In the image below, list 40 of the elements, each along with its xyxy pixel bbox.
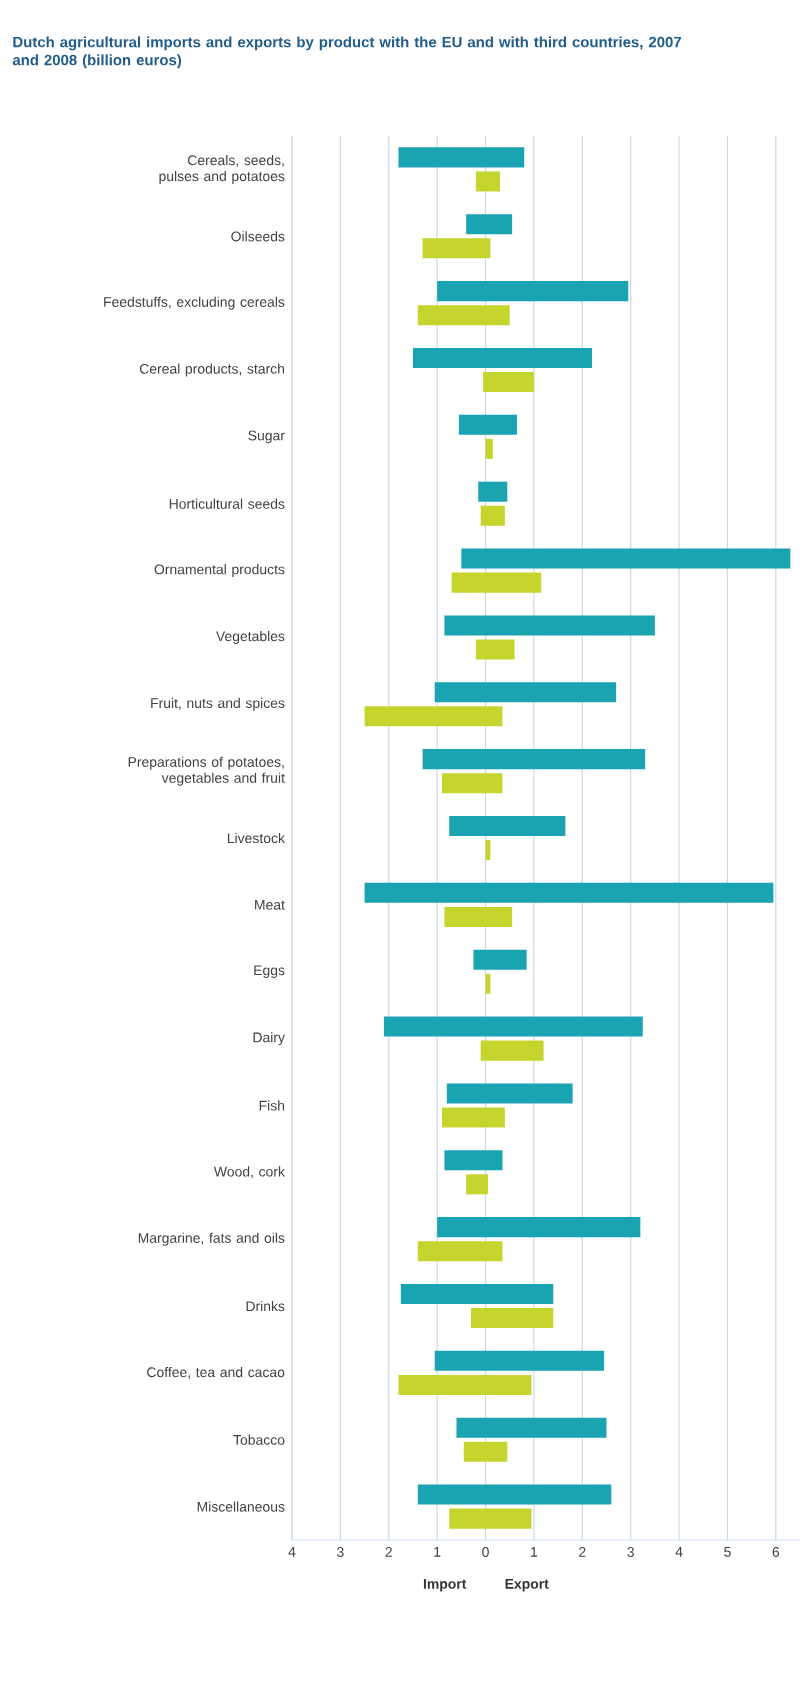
bar [480,505,505,526]
bar [480,1040,544,1061]
bar [364,882,774,903]
bar [471,1308,554,1329]
bar [412,347,592,368]
bar [441,773,503,794]
bar [437,1217,641,1238]
bar [364,706,503,727]
bar [400,1283,554,1305]
bar [434,1350,605,1371]
bar [444,615,655,636]
bar [449,815,566,837]
bar [437,281,629,302]
bar [422,749,646,770]
bar [466,214,513,235]
bar [451,572,542,593]
bar [417,1241,503,1262]
bar [449,1508,532,1529]
bar [444,1150,503,1171]
bar [417,1484,612,1505]
bar [456,1417,607,1438]
bar [473,949,527,970]
bar [463,1441,508,1462]
bar [446,1083,573,1104]
bar [398,1374,532,1395]
bar [461,548,791,569]
bar [478,481,508,502]
bar [417,305,510,326]
bar [475,639,515,660]
bar [434,682,617,703]
bar [458,414,517,435]
bar [483,372,534,393]
bar [485,438,493,459]
bar [475,171,501,192]
bar [441,1107,505,1128]
bar [398,147,525,168]
bar [444,906,513,927]
bar [383,1016,643,1037]
bar [466,1174,488,1195]
bar [422,238,491,259]
